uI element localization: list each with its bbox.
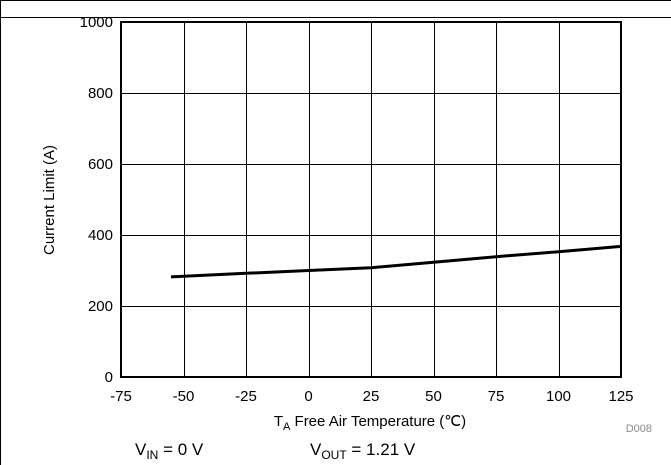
y-tick-label: 800 [88, 85, 113, 102]
condition-vin: VIN = 0 V [135, 440, 204, 462]
y-tick-label: 200 [88, 298, 113, 315]
x-tick-label: -50 [173, 388, 195, 405]
x-tick-label: 0 [304, 388, 312, 405]
x-tick-label: -25 [235, 388, 257, 405]
series-line [170, 244, 622, 279]
y-tick-label: 400 [88, 227, 113, 244]
x-tick-label: 125 [608, 388, 633, 405]
y-tick-label: 600 [88, 156, 113, 173]
y-tick-label: 0 [105, 369, 113, 386]
condition-vout: VOUT = 1.21 V [310, 440, 416, 462]
x-tick-label: 100 [546, 388, 571, 405]
axes [120, 21, 622, 378]
y-tick-label: 1000 [80, 14, 113, 31]
plot-border [120, 21, 622, 378]
x-tick-label: -75 [110, 388, 132, 405]
x-tick-label: 75 [488, 388, 505, 405]
y-axis-label: Current Limit (A) [41, 145, 58, 255]
x-tick-label: 25 [363, 388, 380, 405]
grid [121, 22, 622, 378]
series [170, 244, 622, 279]
x-tick-label: 50 [425, 388, 442, 405]
tick-labels: -75 -50 -25 0 25 50 75 100 125 0 200 400 600 800 1000 [80, 14, 634, 405]
figure-id: D008 [626, 423, 652, 435]
x-axis-label: TA Free Air Temperature (℃) [274, 413, 466, 433]
